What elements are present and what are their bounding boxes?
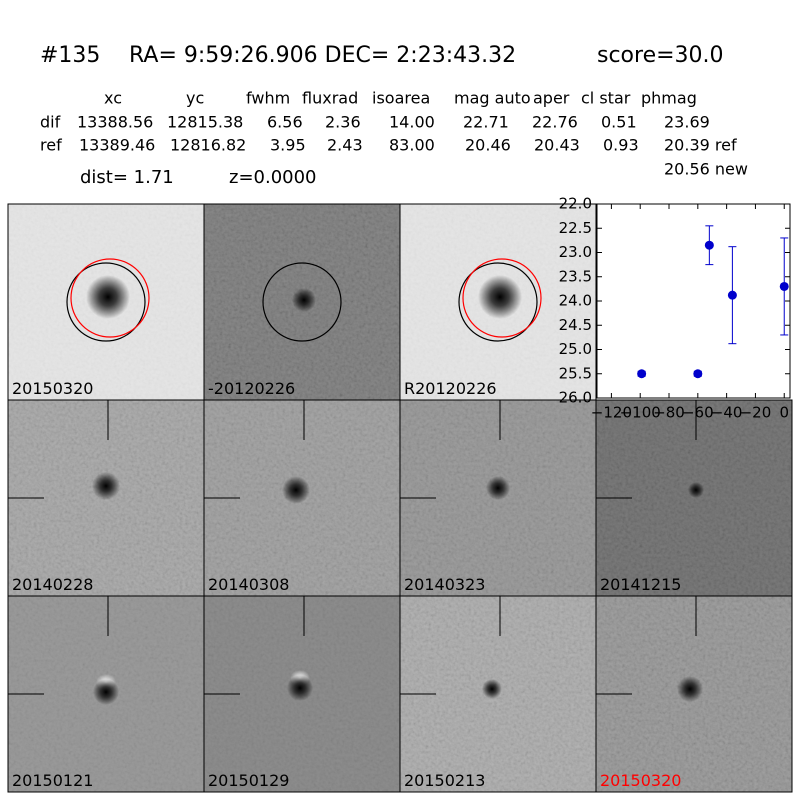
aperture [262,262,342,342]
stamp-label: 20150213 [404,771,485,790]
data-point [693,369,703,379]
source [688,482,704,498]
distance: dist= 1.71 [80,167,174,188]
aperture [458,262,538,342]
stamp-label: 20150121 [12,771,93,790]
column-header: xc [104,89,122,108]
table-cell: 20.43 [534,136,580,155]
x-tick-label: −60 [682,404,714,422]
stamp-frame [595,595,793,793]
column-header: fwhm [246,89,290,108]
y-tick-label: 22.5 [559,219,592,237]
table-cell: 12816.82 [170,136,246,155]
source [92,472,120,500]
stamp-label: 20150129 [208,771,289,790]
source [287,675,313,701]
x-tick-label: −20 [740,404,772,422]
stamp-label: 20140308 [208,575,289,594]
ref-aperture [462,258,542,338]
source [292,288,316,312]
column-header: isoarea [372,89,430,108]
x-tick-label: −100 [620,404,661,422]
table-cell: 13389.46 [79,136,155,155]
y-tick-label: 24.5 [559,316,592,334]
aperture [66,262,146,342]
data-point [727,290,737,300]
stamp-label: 20141215 [600,575,681,594]
coordinates: RA= 9:59:26.906 DEC= 2:23:43.32 [129,43,516,68]
source [486,476,510,500]
source [282,476,310,504]
table-cell: 22.71 [463,113,509,132]
ref-aperture [70,258,150,338]
y-tick-label: 25.5 [559,364,592,382]
column-header: aper [533,89,570,108]
stamp-label: 20150320 [12,379,93,398]
candidate-id: #135 [40,43,100,68]
data-point [637,369,647,379]
y-tick-label: 23.0 [559,243,592,261]
table-cell: 3.95 [270,136,306,155]
y-tick-label: 23.5 [559,267,592,285]
y-tick-label: 25.0 [559,340,592,358]
table-cell: 14.00 [389,113,435,132]
table-cell: 6.56 [267,113,303,132]
table-cell: 0.51 [601,113,637,132]
table-cell: 13388.56 [77,113,153,132]
source [86,275,130,319]
stamp-label: 20140228 [12,575,93,594]
score: score=30.0 [597,43,724,68]
row-label: dif [40,113,61,132]
stamp-label: 20150320 [600,771,681,790]
row-label: ref [40,136,62,155]
column-header: yc [186,89,204,108]
table-cell: 2.43 [327,136,363,155]
source [482,679,502,699]
table-cell: 23.69 [664,113,710,132]
y-tick-label: 26.0 [559,389,592,407]
plot-area [596,203,791,399]
x-tick-label: −120 [591,404,632,422]
source [677,676,703,702]
column-header: mag auto [454,89,531,108]
data-point [704,240,714,250]
stamp-grid: 20150320 -20120226 R20120226 20140228 201403… [7,203,793,793]
column-header: phmag [641,89,697,108]
table-cell: 0.93 [603,136,639,155]
source [93,679,119,705]
redshift: z=0.0000 [229,167,317,188]
column-header: fluxrad [302,89,358,108]
table-cell: 20.46 [465,136,511,155]
column-header: cl star [581,89,631,108]
table-cell: 2.36 [325,113,361,132]
data-point [779,281,789,291]
stamp-label: R20120226 [404,379,497,398]
y-tick-label: 24.0 [559,292,592,310]
stamp-label: -20120226 [208,379,295,398]
x-tick-label: 0 [779,404,789,422]
y-tick-label: 22.0 [559,195,592,213]
table-cell: 12815.38 [167,113,243,132]
table-cell: 22.76 [532,113,578,132]
new-mag: 20.56 new [664,160,748,179]
x-tick-label: −40 [711,404,743,422]
table-cell: 83.00 [389,136,435,155]
table-cell: 20.39 ref [664,136,737,155]
stamp-label: 20140323 [404,575,485,594]
x-tick-label: −80 [653,404,685,422]
source [478,275,522,319]
